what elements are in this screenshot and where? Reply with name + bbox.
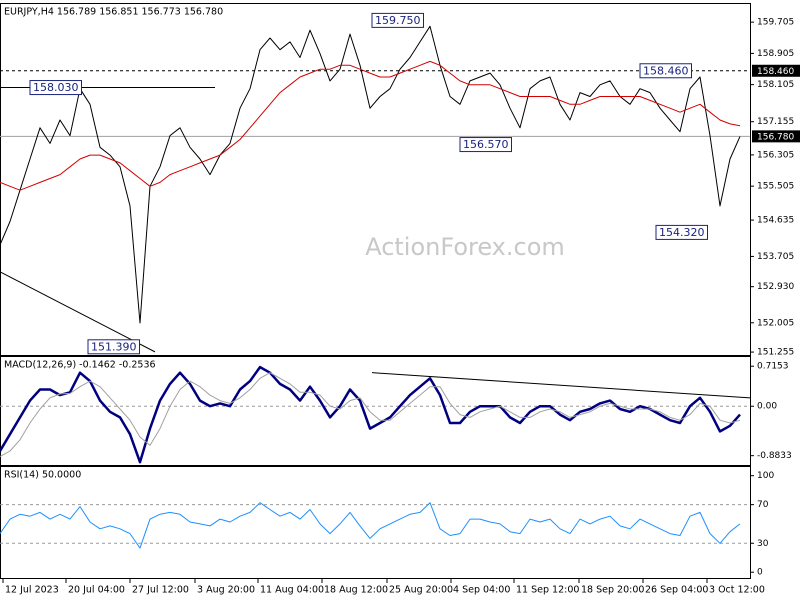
y-tick-label: 30 — [757, 539, 769, 549]
y-tick-label: 154.635 — [757, 216, 794, 226]
annotation-label: 158.030 — [33, 81, 79, 94]
x-tick-label: 25 Aug 20:00 — [389, 585, 453, 596]
panel-frame — [0, 356, 751, 466]
annotation-label: 154.320 — [659, 226, 705, 239]
price-marker-label: 158.460 — [757, 67, 794, 77]
y-tick-label: 151.255 — [757, 348, 794, 358]
x-tick-label: 11 Aug 04:00 — [260, 585, 324, 596]
annotation-label: 159.750 — [375, 14, 421, 27]
annotation-box — [459, 137, 512, 153]
annotation-label: 158.460 — [643, 64, 689, 77]
annotation-box — [639, 63, 692, 79]
y-tick-label: 157.155 — [757, 117, 794, 127]
price-marker-box — [752, 64, 800, 77]
series-line — [0, 60, 741, 191]
panel-plot: ActionForex.com — [0, 25, 750, 353]
panel-frame — [0, 466, 751, 579]
annotation-box — [655, 224, 708, 240]
y-tick-label: 0 — [757, 568, 763, 578]
annotation-box — [29, 80, 82, 96]
series-line — [0, 502, 741, 549]
y-tick-label: 152.930 — [757, 282, 794, 292]
series-line — [0, 372, 741, 458]
x-tick-label: 26 Sep 04:00 — [645, 585, 708, 596]
annotation-box — [371, 12, 424, 28]
watermark: ActionForex.com — [365, 233, 565, 261]
price-marker-box — [752, 130, 800, 143]
y-tick-label: 153.705 — [757, 252, 794, 262]
panel-plot — [0, 365, 750, 464]
y-tick-label: 0.7153 — [757, 362, 789, 372]
x-tick-label: 12 Jul 2023 — [5, 585, 59, 596]
x-tick-label: 4 Sep 04:00 — [453, 585, 510, 596]
series-line — [0, 365, 741, 464]
y-tick-label: 100 — [757, 471, 774, 481]
x-tick-label: 27 Jul 12:00 — [132, 585, 189, 596]
panel-plot — [0, 502, 750, 549]
y-tick-label: 158.105 — [757, 80, 794, 90]
trend-line — [371, 372, 750, 399]
annotation-box — [87, 339, 140, 355]
panel-title: MACD(12,26,9) -0.1462 -0.2536 — [4, 360, 156, 371]
series-line — [0, 25, 741, 324]
y-tick-label: 70 — [757, 500, 769, 510]
x-tick-label: 18 Sep 20:00 — [581, 585, 644, 596]
y-tick-label: 156.305 — [757, 150, 794, 160]
annotation-label: 156.570 — [463, 138, 509, 151]
annotation-label: 151.390 — [91, 340, 137, 353]
x-tick-label: 11 Sep 12:00 — [516, 585, 579, 596]
y-tick-label: 155.505 — [757, 182, 794, 192]
price-marker-label: 156.780 — [757, 132, 794, 142]
x-tick-label: 18 Aug 12:00 — [324, 585, 388, 596]
x-tick-label: 3 Aug 20:00 — [197, 585, 255, 596]
x-tick-label: 20 Jul 04:00 — [68, 585, 125, 596]
y-tick-label: 152.005 — [757, 318, 794, 328]
y-tick-label: 158.905 — [757, 49, 794, 59]
panel-title: EURJPY,H4 156.789 156.851 156.773 156.78… — [4, 7, 223, 18]
panel-title: RSI(14) 50.0000 — [4, 470, 81, 481]
x-tick-label: 3 Oct 12:00 — [709, 585, 765, 596]
y-tick-label: 159.705 — [757, 18, 794, 28]
panel-frame — [0, 3, 751, 356]
y-tick-label: 0.00 — [757, 402, 777, 412]
y-tick-label: -0.8833 — [757, 451, 792, 461]
trend-line — [0, 271, 156, 353]
